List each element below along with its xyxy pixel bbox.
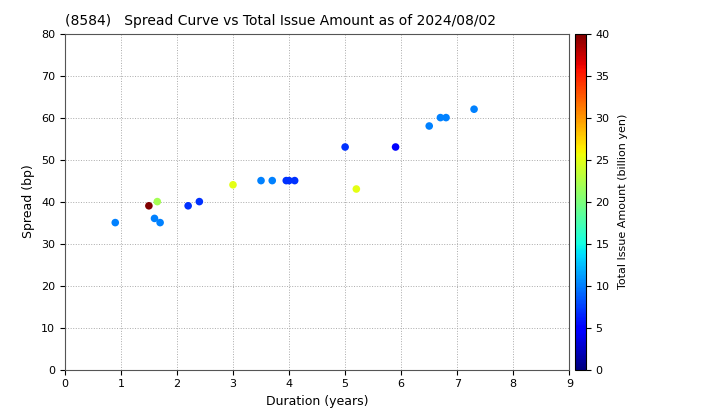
Point xyxy=(266,177,278,184)
Point xyxy=(440,114,451,121)
Point xyxy=(435,114,446,121)
Point xyxy=(194,198,205,205)
Point xyxy=(149,215,161,222)
Point xyxy=(256,177,267,184)
Y-axis label: Spread (bp): Spread (bp) xyxy=(22,165,35,239)
Point xyxy=(228,181,239,188)
Point xyxy=(390,144,401,150)
Point xyxy=(281,177,292,184)
Point xyxy=(339,144,351,150)
X-axis label: Duration (years): Duration (years) xyxy=(266,395,369,408)
Point xyxy=(109,219,121,226)
Point xyxy=(143,202,155,209)
Y-axis label: Total Issue Amount (billion yen): Total Issue Amount (billion yen) xyxy=(618,114,628,289)
Point xyxy=(351,186,362,192)
Point xyxy=(151,198,163,205)
Point xyxy=(154,219,166,226)
Text: (8584)   Spread Curve vs Total Issue Amount as of 2024/08/02: (8584) Spread Curve vs Total Issue Amoun… xyxy=(65,14,496,28)
Point xyxy=(423,123,435,129)
Point xyxy=(289,177,300,184)
Point xyxy=(182,202,194,209)
Point xyxy=(468,106,480,113)
Point xyxy=(283,177,294,184)
